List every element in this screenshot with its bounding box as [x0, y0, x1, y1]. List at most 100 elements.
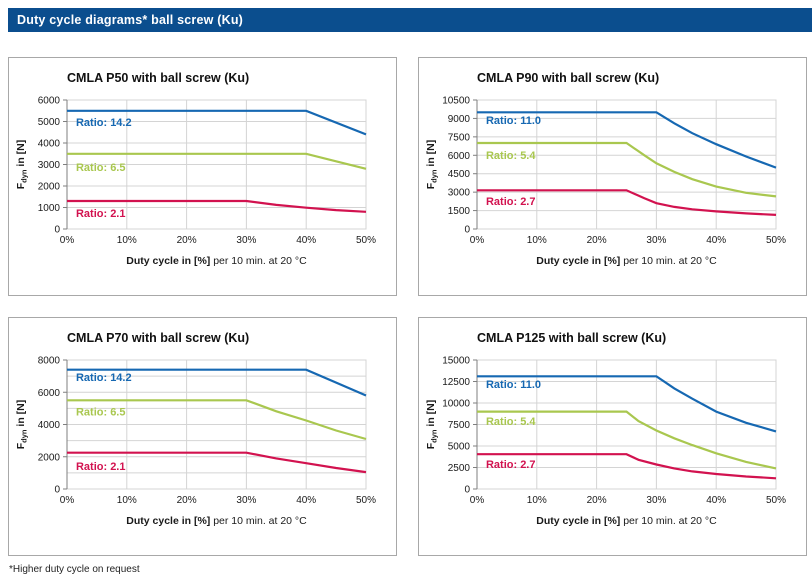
- y-axis-title: Fdyn in [N]: [15, 140, 29, 190]
- series-line-ratio-11.0: [477, 375, 777, 433]
- svg-text:3000: 3000: [38, 160, 61, 171]
- y-axis: [63, 99, 68, 230]
- series-label-ratio-11.0: Ratio: 11.0: [486, 115, 541, 127]
- section-header-bar: Duty cycle diagrams* ball screw (Ku): [8, 8, 812, 32]
- footnote: *Higher duty cycle on request: [9, 564, 140, 575]
- svg-text:5000: 5000: [448, 442, 471, 453]
- svg-text:1000: 1000: [38, 203, 61, 214]
- y-axis: [473, 99, 478, 230]
- svg-text:6000: 6000: [38, 96, 61, 107]
- chart-title: CMLA P50 with ball screw (Ku): [67, 71, 250, 85]
- svg-text:10%: 10%: [527, 235, 547, 246]
- chart-title: CMLA P70 with ball screw (Ku): [67, 331, 250, 345]
- svg-text:9000: 9000: [448, 114, 471, 125]
- svg-text:1500: 1500: [448, 206, 471, 217]
- svg-text:20%: 20%: [587, 235, 607, 246]
- svg-text:7500: 7500: [448, 420, 471, 431]
- chart-canvas-cmla-p50: 0 1000 2000 3000 4000 5000 6000 0% 10% 20% 30% 40% 5…: [15, 96, 376, 268]
- svg-text:30%: 30%: [646, 495, 666, 506]
- series-label-ratio-11.0: Ratio: 11.0: [486, 379, 541, 391]
- svg-text:30%: 30%: [646, 235, 666, 246]
- x-axis-title: Duty cycle in [%] per 10 min. at 20 °C: [126, 515, 307, 527]
- svg-text:50%: 50%: [766, 235, 786, 246]
- chart-panel-cmla-p90: CMLA P90 with ball screw (Ku) 0 1500 3000 4…: [418, 57, 807, 296]
- series-label-ratio-6.5: Ratio: 6.5: [76, 406, 126, 418]
- svg-text:6000: 6000: [38, 388, 61, 399]
- svg-text:0: 0: [54, 225, 60, 236]
- svg-text:30%: 30%: [236, 495, 256, 506]
- chart-title: CMLA P90 with ball screw (Ku): [477, 71, 660, 85]
- svg-text:8000: 8000: [38, 356, 61, 367]
- x-tick-labels: 0% 10% 20% 30% 40% 50%: [60, 235, 376, 246]
- chart-canvas-cmla-p70: 0 2000 4000 6000 8000 0% 10% 20% 30% 40% 50% Duty c…: [15, 356, 376, 528]
- svg-text:15000: 15000: [442, 356, 470, 367]
- series-label-ratio-2.1: Ratio: 2.1: [76, 208, 126, 220]
- svg-text:5000: 5000: [38, 117, 61, 128]
- svg-text:4500: 4500: [448, 169, 471, 180]
- x-axis-title: Duty cycle in [%] per 10 min. at 20 °C: [126, 255, 307, 267]
- series-label-ratio-5.4: Ratio: 5.4: [486, 150, 536, 162]
- series-label-ratio-2.1: Ratio: 2.1: [76, 461, 126, 473]
- svg-text:2000: 2000: [38, 182, 61, 193]
- series-line-ratio-2.7: [477, 453, 777, 480]
- series-label-ratio-2.7: Ratio: 2.7: [486, 459, 536, 471]
- series-line-ratio-2.1: [67, 451, 367, 474]
- y-axis-title: Fdyn in [N]: [15, 400, 29, 450]
- series-line-ratio-6.5: [67, 152, 367, 170]
- svg-text:10%: 10%: [117, 495, 137, 506]
- x-tick-labels: 0% 10% 20% 30% 40% 50%: [470, 235, 786, 246]
- chart-canvas-cmla-p90: 0 1500 3000 4500 6000 7500 9000 10500 0% 10% 20% 30…: [425, 96, 786, 268]
- y-tick-labels: 0 2500 5000 7500 10000 12500 15000: [442, 356, 470, 496]
- series-label-ratio-6.5: Ratio: 6.5: [76, 162, 126, 174]
- chart-panel-cmla-p50: CMLA P50 with ball screw (Ku) 0 1000 2000 3…: [8, 57, 397, 296]
- svg-text:0: 0: [464, 485, 470, 496]
- svg-text:20%: 20%: [587, 495, 607, 506]
- svg-text:0%: 0%: [60, 235, 75, 246]
- series-line-ratio-14.2: [67, 109, 367, 136]
- series-line-ratio-6.5: [67, 399, 367, 441]
- series-line-ratio-5.4: [477, 410, 777, 470]
- chart-title: CMLA P125 with ball screw (Ku): [477, 331, 667, 345]
- chart-panel-cmla-p70: CMLA P70 with ball screw (Ku) 0 2000 4000 6…: [8, 317, 397, 556]
- chart-canvas-cmla-p125: 0 2500 5000 7500 10000 12500 15000 0% 10% 20% 30% 4…: [425, 356, 786, 528]
- x-axis-title: Duty cycle in [%] per 10 min. at 20 °C: [536, 255, 717, 267]
- y-axis: [63, 359, 68, 490]
- svg-text:4000: 4000: [38, 420, 61, 431]
- svg-text:30%: 30%: [236, 235, 256, 246]
- y-axis-title: Fdyn in [N]: [425, 140, 439, 190]
- svg-text:20%: 20%: [177, 495, 197, 506]
- svg-text:0%: 0%: [470, 235, 485, 246]
- svg-text:6000: 6000: [448, 151, 471, 162]
- svg-text:40%: 40%: [706, 495, 726, 506]
- y-axis-title: Fdyn in [N]: [425, 400, 439, 450]
- chart-grid: CMLA P50 with ball screw (Ku) 0 1000 2000 3…: [8, 57, 807, 556]
- svg-text:0: 0: [464, 225, 470, 236]
- svg-text:0%: 0%: [470, 495, 485, 506]
- svg-text:2500: 2500: [448, 463, 471, 474]
- y-axis: [473, 359, 478, 490]
- svg-text:4000: 4000: [38, 139, 61, 150]
- svg-text:40%: 40%: [296, 495, 316, 506]
- x-tick-labels: 0% 10% 20% 30% 40% 50%: [470, 495, 786, 506]
- series-line-ratio-5.4: [477, 141, 777, 198]
- svg-text:3000: 3000: [448, 188, 471, 199]
- svg-text:50%: 50%: [356, 235, 376, 246]
- y-tick-labels: 0 1000 2000 3000 4000 5000 6000: [38, 96, 61, 236]
- series-line-ratio-2.1: [67, 199, 367, 213]
- y-tick-labels: 0 1500 3000 4500 6000 7500 9000 10500: [442, 96, 470, 236]
- chart-panel-cmla-p125: CMLA P125 with ball screw (Ku) 0 2500 5000…: [418, 317, 807, 556]
- svg-text:50%: 50%: [766, 495, 786, 506]
- svg-text:0%: 0%: [60, 495, 75, 506]
- svg-text:12500: 12500: [442, 377, 470, 388]
- series-label-ratio-14.2: Ratio: 14.2: [76, 372, 132, 384]
- series-line-ratio-2.7: [477, 189, 777, 216]
- svg-text:0: 0: [54, 485, 60, 496]
- series-label-ratio-2.7: Ratio: 2.7: [486, 196, 536, 208]
- x-tick-labels: 0% 10% 20% 30% 40% 50%: [60, 495, 376, 506]
- svg-text:10%: 10%: [117, 235, 137, 246]
- svg-text:20%: 20%: [177, 235, 197, 246]
- svg-text:40%: 40%: [706, 235, 726, 246]
- svg-text:40%: 40%: [296, 235, 316, 246]
- svg-text:10500: 10500: [442, 96, 470, 107]
- svg-text:7500: 7500: [448, 132, 471, 143]
